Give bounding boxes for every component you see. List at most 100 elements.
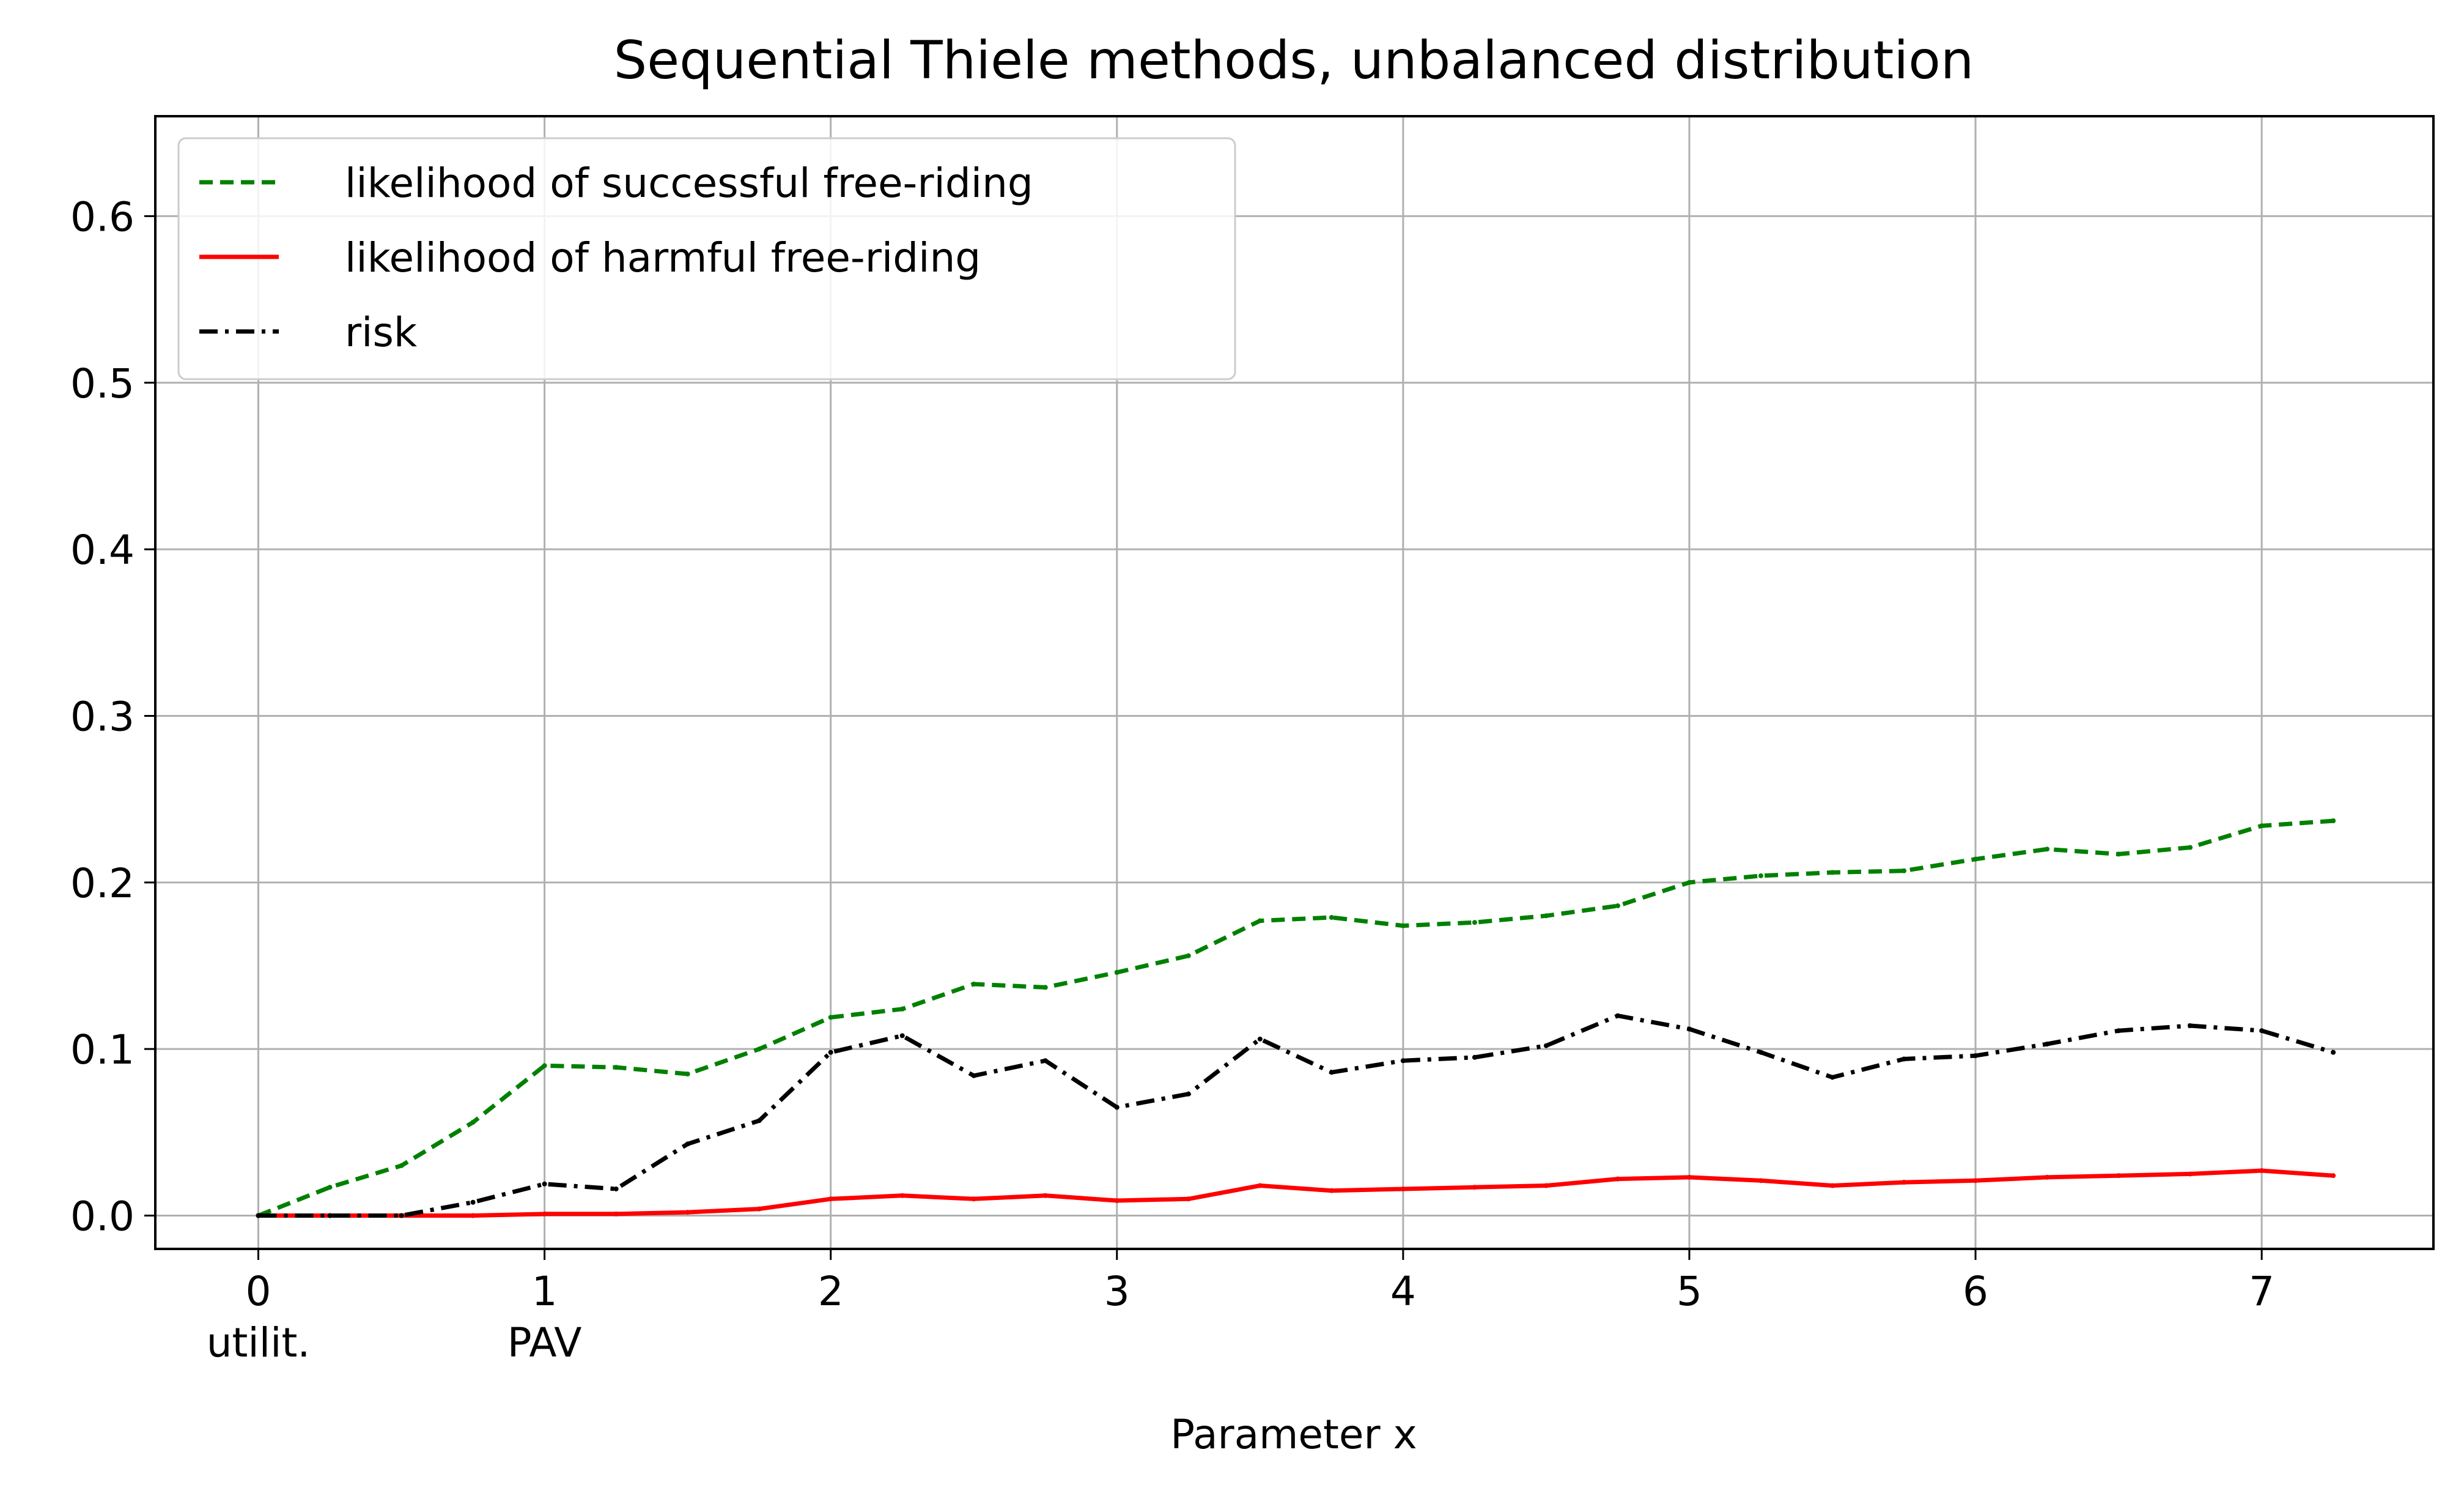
series-line-3 — [258, 1013, 2334, 1218]
series-2-point — [1615, 1176, 1620, 1182]
series-1-point — [1543, 913, 1549, 919]
series-2-point — [1042, 1193, 1048, 1198]
series-2-point — [2045, 1174, 2050, 1180]
x-tick-label: 3 — [1104, 1268, 1130, 1315]
series-1-point — [971, 981, 976, 987]
series-1-point — [327, 1185, 333, 1190]
series-layer — [256, 818, 2336, 1218]
series-1-point — [1973, 856, 1979, 862]
series-1-point — [613, 1065, 619, 1070]
series-3-point — [2331, 1050, 2336, 1055]
series-2-point — [2116, 1173, 2122, 1179]
y-tick-label: 0.0 — [70, 1193, 135, 1240]
series-2-point — [1686, 1174, 1692, 1180]
x-tick-label: 1 — [532, 1268, 558, 1315]
series-2-point — [2331, 1173, 2336, 1179]
series-3-point — [327, 1213, 333, 1218]
y-tick-label: 0.4 — [70, 527, 135, 574]
series-2-point — [1472, 1185, 1477, 1190]
series-3-point — [1758, 1050, 1763, 1055]
y-tick-label: 0.2 — [70, 860, 135, 907]
series-3-point — [542, 1181, 547, 1187]
series-3-point — [256, 1213, 261, 1218]
legend-box — [177, 137, 1236, 380]
x-tick-sublabel: utilit. — [207, 1319, 311, 1366]
series-2-point — [971, 1196, 976, 1202]
series-3-point — [899, 1033, 905, 1039]
series-3-point — [2116, 1028, 2122, 1034]
series-3-point — [1186, 1091, 1191, 1097]
legend: likelihood of successful free-riding like… — [177, 137, 1236, 380]
chart-title: Sequential Thiele methods, unbalanced di… — [614, 30, 1974, 91]
y-tick-label: 0.3 — [70, 693, 135, 740]
series-1-point — [1042, 985, 1048, 990]
series-1-point — [1114, 969, 1119, 975]
series-3-point — [2188, 1023, 2193, 1029]
series-2-point — [2259, 1168, 2265, 1173]
series-1-point — [1901, 868, 1907, 873]
series-2-point — [1329, 1188, 1334, 1193]
series-1-point — [1615, 903, 1620, 908]
series-3-point — [1543, 1043, 1549, 1048]
series-1-point — [1257, 918, 1263, 924]
series-3-point — [470, 1199, 476, 1205]
series-3-point — [756, 1118, 762, 1124]
series-3-point — [1901, 1056, 1907, 1062]
x-tick-label: 5 — [1676, 1268, 1702, 1315]
series-2-point — [1973, 1178, 1979, 1183]
series-1-point — [756, 1046, 762, 1052]
series-3-point — [828, 1050, 833, 1055]
series-3-point — [1114, 1105, 1119, 1110]
series-1-point — [2116, 851, 2122, 857]
series-3-point — [1830, 1075, 1835, 1080]
y-tick-label: 0.6 — [70, 193, 135, 240]
legend-label-1: likelihood of successful free-riding — [345, 160, 1033, 207]
series-2-point — [1758, 1178, 1763, 1183]
plot-frame — [154, 115, 2435, 1250]
series-3-point — [1686, 1026, 1692, 1032]
series-3-point — [1472, 1054, 1477, 1060]
series-2-point — [756, 1206, 762, 1212]
series-3-point — [1329, 1070, 1334, 1075]
series-2-point — [685, 1210, 690, 1215]
series-1-point — [470, 1120, 476, 1125]
series-2-point — [1257, 1183, 1263, 1188]
series-1-point — [828, 1015, 833, 1020]
series-1-point — [1186, 953, 1191, 958]
x-tick-label: 2 — [818, 1268, 844, 1315]
series-2-point — [1400, 1186, 1406, 1191]
series-2-point — [1543, 1183, 1549, 1188]
legend-label-2: likelihood of harmful free-riding — [345, 234, 981, 281]
x-tick-sublabel: PAV — [507, 1319, 582, 1366]
series-2-point — [542, 1211, 547, 1216]
series-2-point — [1114, 1198, 1119, 1204]
x-axis-label: Parameter x — [1170, 1411, 1417, 1458]
series-2-point — [470, 1213, 476, 1218]
y-tick-label: 0.1 — [70, 1026, 135, 1073]
series-1-point — [2259, 823, 2265, 829]
series-1-point — [2331, 818, 2336, 824]
series-1-point — [1400, 923, 1406, 928]
series-1-point — [399, 1163, 404, 1168]
legend-label-3: risk — [345, 309, 418, 356]
series-1-point — [542, 1063, 547, 1068]
series-3-point — [1615, 1013, 1620, 1018]
x-tick-label: 6 — [1963, 1268, 1988, 1315]
series-1-point — [1686, 879, 1692, 885]
series-3-point — [1042, 1058, 1048, 1064]
series-3-point — [1257, 1036, 1263, 1042]
series-3-point — [2259, 1028, 2265, 1034]
series-1-point — [2188, 845, 2193, 850]
series-2-point — [613, 1211, 619, 1216]
series-2-point — [1901, 1180, 1907, 1185]
series-1-point — [685, 1072, 690, 1077]
series-3-point — [613, 1186, 619, 1191]
series-3-point — [2045, 1042, 2050, 1047]
x-tick-label: 7 — [2249, 1268, 2274, 1315]
series-1-point — [1758, 873, 1763, 878]
series-3-point — [1400, 1058, 1406, 1064]
series-2-point — [1186, 1196, 1191, 1202]
